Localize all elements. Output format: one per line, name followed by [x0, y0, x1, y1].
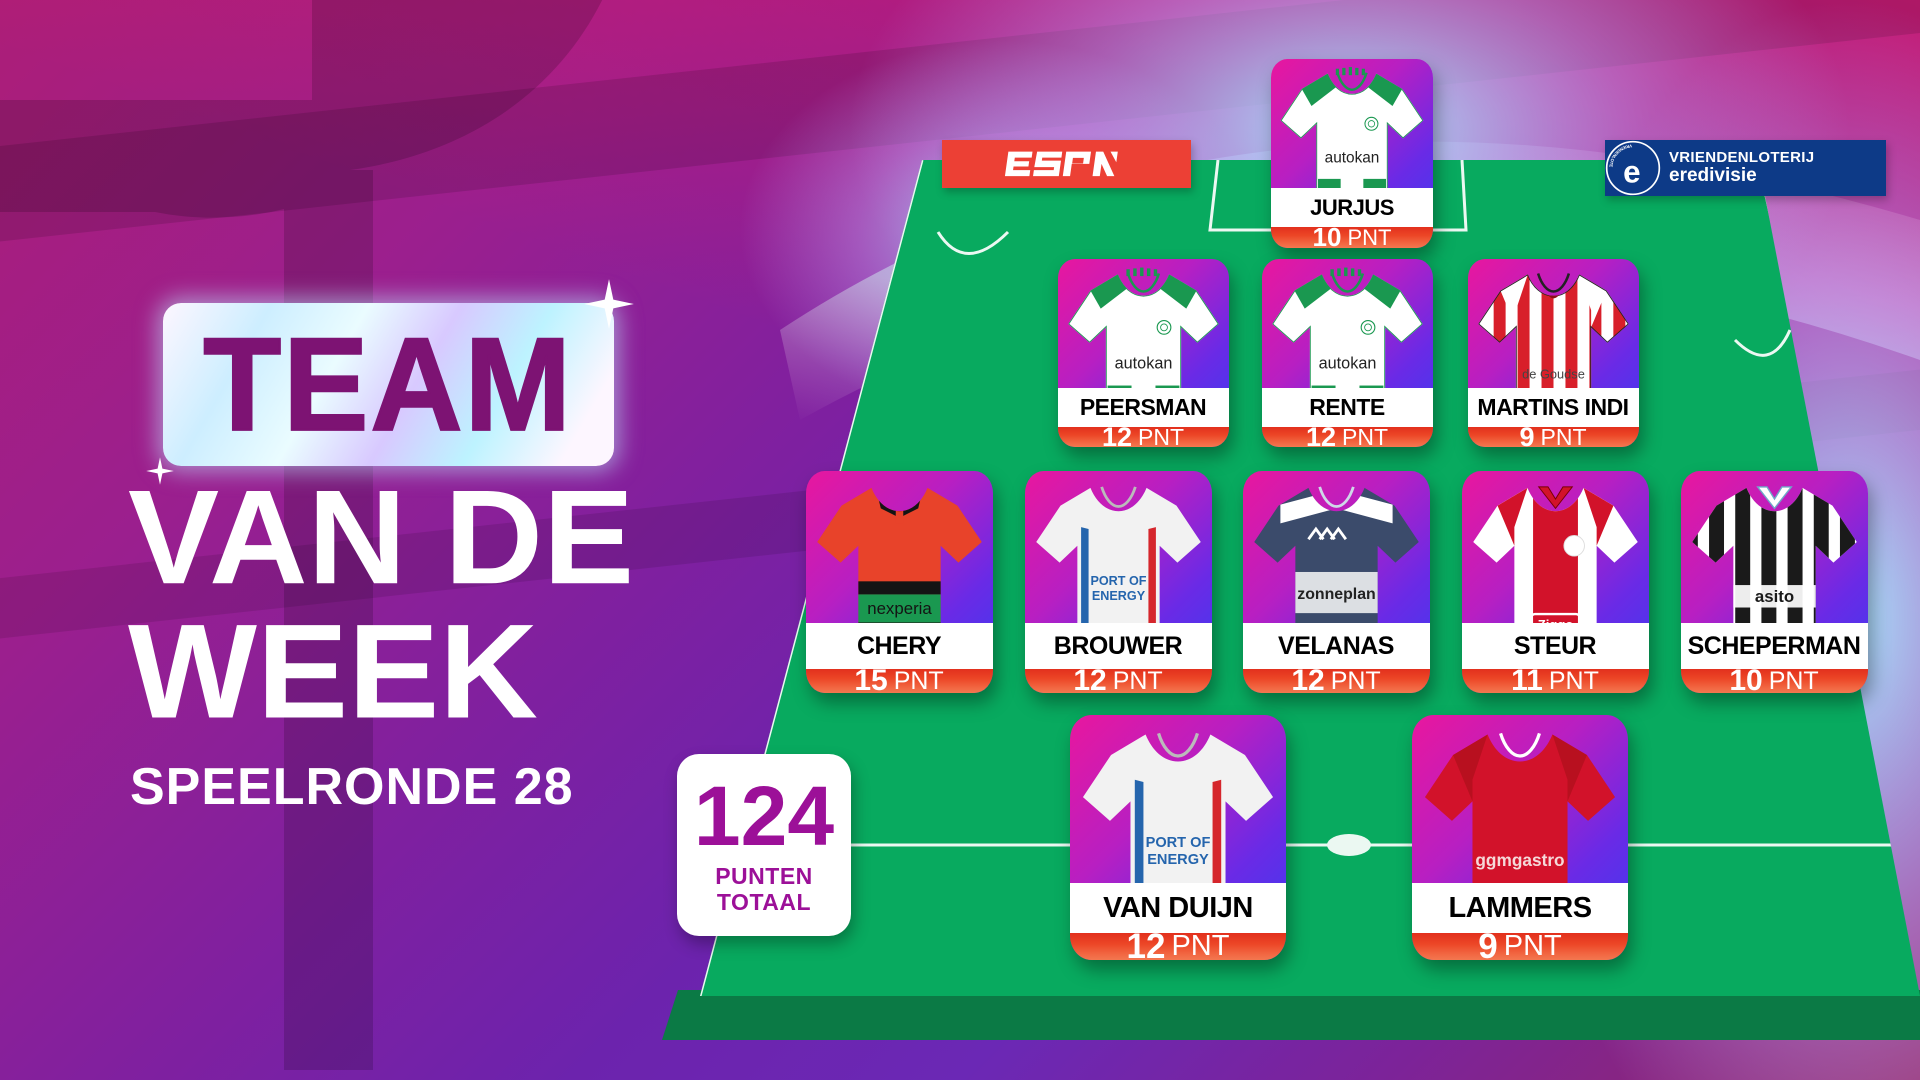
- svg-text:PORT OF: PORT OF: [1146, 835, 1211, 851]
- svg-text:ENERGY: ENERGY: [1147, 852, 1209, 868]
- svg-text:autokan: autokan: [1114, 354, 1172, 372]
- svg-text:zonneplan: zonneplan: [1297, 586, 1376, 603]
- svg-text:ENERGY: ENERGY: [1091, 589, 1145, 603]
- svg-text:de Goudse: de Goudse: [1522, 367, 1585, 382]
- svg-text:autokan: autokan: [1318, 354, 1376, 372]
- svg-text:autokan: autokan: [1325, 150, 1380, 167]
- svg-text:e: e: [1623, 155, 1640, 190]
- svg-text:PORT OF: PORT OF: [1090, 574, 1146, 588]
- svg-text:ggmgastro: ggmgastro: [1475, 850, 1564, 870]
- svg-text:asito: asito: [1754, 587, 1793, 606]
- svg-text:nexperia: nexperia: [867, 599, 932, 618]
